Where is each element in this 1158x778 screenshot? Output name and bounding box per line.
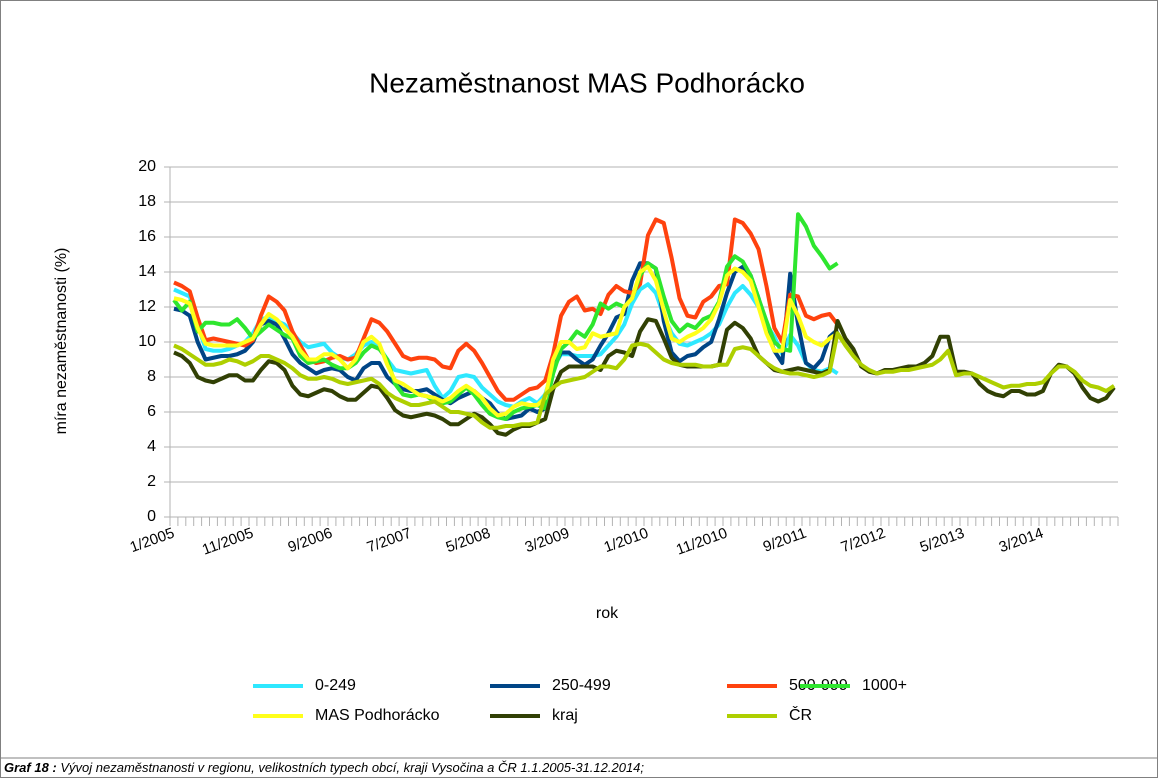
chart-title: Nezaměstnanost MAS Podhorácko — [369, 67, 805, 98]
legend-label: ČR — [789, 705, 812, 724]
legend-label: MAS Podhorácko — [315, 707, 440, 724]
caption-label: Graf 18 : — [4, 760, 57, 775]
series-line — [173, 264, 839, 418]
series-line — [173, 217, 840, 402]
series-line — [173, 317, 1116, 437]
x-axis-label: rok — [596, 605, 619, 622]
legend-label: 1000+ — [862, 677, 907, 694]
y-tick-label: 6 — [147, 403, 156, 420]
legend-label: kraj — [552, 707, 578, 724]
y-tick-label: 2 — [147, 473, 156, 490]
legend-label: 250-499 — [552, 677, 611, 694]
y-tick-label: 16 — [138, 228, 156, 245]
y-tick-label: 18 — [138, 193, 156, 210]
y-tick-label: 20 — [138, 158, 156, 175]
y-tick-label: 4 — [147, 438, 156, 455]
series-line — [173, 331, 1116, 430]
caption-text: Vývoj nezaměstnanosti v regionu, velikos… — [60, 760, 644, 775]
caption: Graf 18 : Vývoj nezaměstnanosti v region… — [4, 760, 644, 775]
y-axis-label: míra nezaměstnanosti (%) — [53, 248, 70, 435]
y-tick-label: 0 — [147, 508, 156, 525]
y-tick-label: 14 — [138, 263, 156, 280]
legend-label: 0-249 — [315, 677, 356, 694]
series-line — [172, 212, 839, 421]
y-tick-label: 10 — [138, 333, 156, 350]
y-tick-label: 8 — [147, 368, 156, 385]
y-tick-label: 12 — [138, 298, 156, 315]
series-line — [173, 282, 839, 409]
